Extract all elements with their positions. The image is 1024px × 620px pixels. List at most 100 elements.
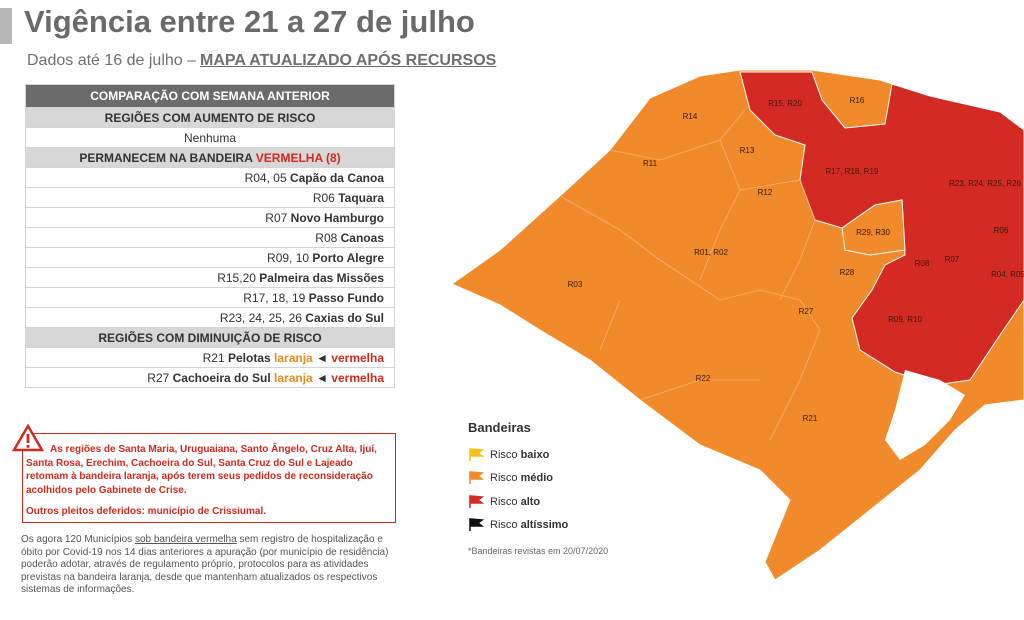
flag-from: vermelha: [331, 370, 384, 385]
region-name: Pelotas: [227, 350, 271, 365]
table-row: R17, 18, 19 Passo Fundo: [25, 287, 395, 308]
table-cell: R15,20 Palmeira das Missões: [25, 267, 395, 288]
legend-flag: [469, 447, 484, 461]
warning-text: As regiões de Santa Maria, Uruguaiana, S…: [26, 444, 377, 496]
table-cell: Nenhuma: [25, 127, 395, 148]
region-name: Cachoeira do Sul: [172, 370, 271, 385]
region-name: Porto Alegre: [312, 250, 384, 265]
region-label: R22: [696, 374, 711, 383]
region-code: R23, 24, 25, 26: [219, 310, 302, 325]
region-label: R23, R24, R25, R26: [949, 179, 1022, 188]
warning-icon: [12, 424, 44, 452]
flag-from: vermelha: [331, 350, 384, 365]
region-code: R07: [265, 210, 288, 225]
legend-prefix: Risco: [490, 448, 518, 461]
heading-highlight: VERMELHA (8): [255, 150, 341, 165]
region-code: R27: [147, 370, 170, 385]
table-row: R04, 05 Capão da Canoa: [25, 167, 395, 188]
legend-level: altíssimo: [520, 519, 569, 532]
title-accent: [0, 8, 12, 44]
region-label: R07: [945, 255, 960, 264]
table-cell: R07 Novo Hamburgo: [25, 207, 395, 228]
region-label: R21: [803, 414, 818, 423]
region-code: R17, 18, 19: [243, 290, 306, 305]
flag-shape: [469, 447, 484, 461]
region-name: Passo Fundo: [308, 290, 384, 305]
subtitle-text: Dados até 16 de julho –: [27, 52, 197, 69]
legend-item: Risco altíssimo: [468, 514, 608, 538]
arrow: ◄: [316, 350, 328, 365]
warning-note: Outros pleitos deferidos: município de C…: [26, 506, 267, 517]
legend-flag: [469, 494, 484, 508]
region-code: R21: [202, 350, 225, 365]
table-row: R27 Cachoeira do Sul laranja ◄ vermelha: [25, 367, 395, 388]
legend-flag: [469, 471, 484, 485]
region-code: R15,20: [217, 270, 256, 285]
warning: As regiões de Santa Maria, Uruguaiana, S…: [12, 424, 396, 523]
flag-shape: [469, 494, 484, 508]
table-cell: R27 Cachoeira do Sul laranja ◄ vermelha: [25, 367, 395, 388]
legend-prefix: Risco: [490, 472, 518, 485]
legend-title: Bandeiras: [468, 420, 531, 435]
region-code: R09, 10: [267, 250, 310, 265]
section-heading: REGIÕES COM DIMINUIÇÃO DE RISCO: [25, 327, 395, 348]
region-name: Taquara: [338, 190, 384, 205]
legend-item: Risco médio: [468, 467, 608, 491]
legend-level: alto: [520, 495, 541, 508]
flag-to: laranja: [274, 350, 313, 365]
table-row: REGIÕES COM DIMINUIÇÃO DE RISCO: [25, 327, 395, 348]
table-cell: R09, 10 Porto Alegre: [25, 247, 395, 268]
region-name: Novo Hamburgo: [290, 210, 384, 225]
table-cell: R06 Taquara: [25, 187, 395, 208]
flag-to: laranja: [274, 370, 313, 385]
section-heading: PERMANECEM NA BANDEIRA VERMELHA (8): [25, 147, 395, 168]
region-name: Capão da Canoa: [289, 170, 384, 185]
region-label: R14: [683, 112, 698, 121]
page-title: Vigência entre 21 a 27 de julho: [24, 4, 475, 39]
legend-prefix: Risco: [490, 495, 518, 508]
arrow: ◄: [316, 370, 328, 385]
region-code: R04, 05: [244, 170, 287, 185]
legend-item: Risco baixo: [468, 443, 608, 467]
flag-shape: [469, 518, 484, 532]
table-cell: R17, 18, 19 Passo Fundo: [25, 287, 395, 308]
table-row: R06 Taquara: [25, 187, 395, 208]
legend-level: médio: [520, 472, 553, 485]
region-label: R27: [799, 307, 814, 316]
table-cell: R04, 05 Capão da Canoa: [25, 167, 395, 188]
region-code: R08: [315, 230, 338, 245]
region-label: R16: [850, 96, 865, 105]
legend-flag: [469, 518, 484, 532]
footnote-text: Os agora 120 Municípios: [21, 534, 133, 545]
table-title: COMPARAÇÃO COM SEMANA ANTERIOR: [25, 84, 395, 108]
region-label: R08: [915, 259, 930, 268]
warning-box: [22, 433, 396, 523]
table-row: R23, 24, 25, 26 Caxias do Sul: [25, 307, 395, 328]
section-heading: REGIÕES COM AUMENTO DE RISCO: [25, 107, 395, 128]
legend-level: baixo: [520, 448, 550, 461]
table-cell: R23, 24, 25, 26 Caxias do Sul: [25, 307, 395, 328]
legend: Bandeiras Risco baixo Risco médio Risco al…: [468, 420, 608, 556]
footnote-text: sem registro de hospitalização e óbito p…: [21, 534, 389, 595]
table-row: R21 Pelotas laranja ◄ vermelha: [25, 347, 395, 368]
region-label: R15, R20: [768, 99, 802, 108]
region-label: R28: [840, 268, 855, 277]
region-label: R13: [740, 146, 755, 155]
region-label: R04, R05: [991, 270, 1024, 279]
footnote-link: sob bandeira vermelha: [134, 534, 237, 545]
region-label: R03: [568, 280, 583, 289]
table-cell: R08 Canoas: [25, 227, 395, 248]
region-label: R11: [643, 159, 658, 168]
region-code: R06: [312, 190, 335, 205]
legend-note: *Bandeiras revistas em 20/07/2020: [468, 546, 609, 556]
region-name: Canoas: [340, 230, 384, 245]
region-name: Caxias do Sul: [305, 310, 384, 325]
region-label: R29, R30: [856, 228, 890, 237]
legend-item: Risco alto: [468, 490, 608, 514]
heading-text: PERMANECEM NA BANDEIRA: [79, 150, 253, 165]
table-row: R15,20 Palmeira das Missões: [25, 267, 395, 288]
region-borders: [559, 109, 821, 441]
table-row: R07 Novo Hamburgo: [25, 207, 395, 228]
